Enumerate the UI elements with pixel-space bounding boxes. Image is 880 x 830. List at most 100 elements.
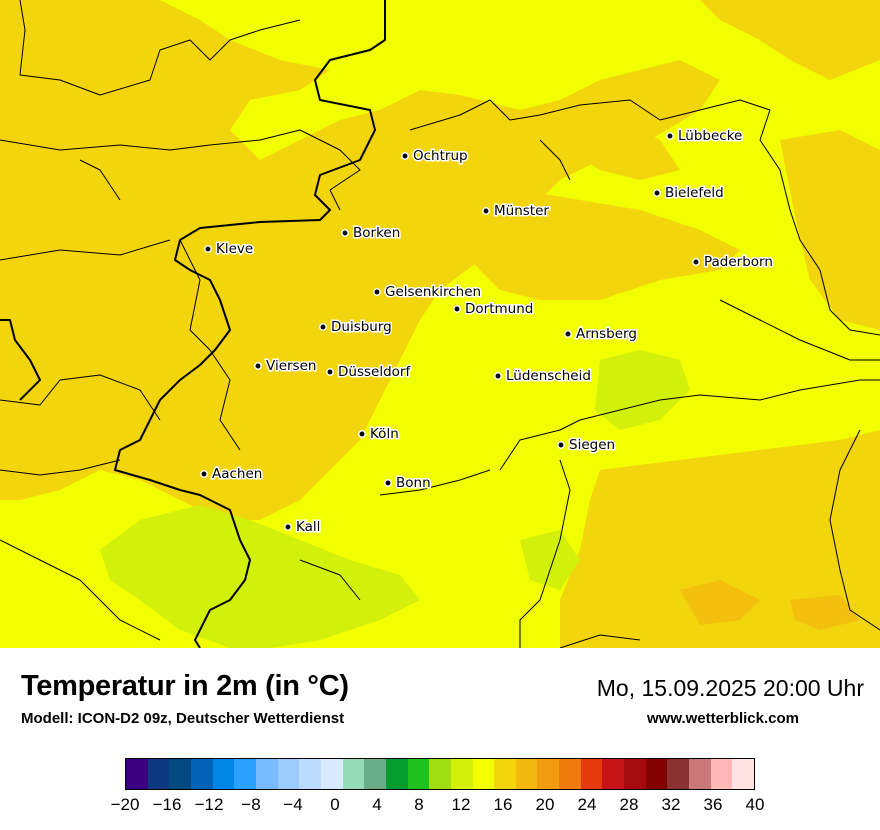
city-label: Dortmund: [465, 301, 533, 317]
temperature-colorbar: [125, 758, 755, 790]
colorbar-segment: [212, 759, 235, 789]
colorbar-segment: [494, 759, 516, 789]
city-marker: Gelsenkirchen: [373, 283, 483, 302]
colorbar-segment: [580, 759, 603, 789]
city-dot-icon: [358, 430, 366, 438]
colorbar-segment: [624, 759, 646, 789]
city-dot-icon: [692, 258, 700, 266]
colorbar-segment: [450, 759, 473, 789]
colorbar-segment: [710, 759, 733, 789]
city-label: Ochtrup: [413, 148, 468, 164]
colorbar-tick-label: −16: [152, 795, 182, 814]
website-link[interactable]: www.wetterblick.com: [647, 710, 799, 727]
city-label: Münster: [494, 203, 549, 219]
city-marker: Kall: [284, 518, 322, 537]
colorbar-tick-label: 12: [451, 795, 471, 814]
city-marker: Kleve: [204, 240, 255, 259]
colorbar-tick-label: 28: [619, 795, 639, 814]
model-source: Modell: ICON-D2 09z, Deutscher Wetterdie…: [21, 710, 345, 727]
colorbar-segment: [364, 759, 386, 789]
city-marker: Duisburg: [319, 318, 393, 337]
colorbar-segment: [407, 759, 430, 789]
city-dot-icon: [482, 207, 490, 215]
city-dot-icon: [557, 441, 565, 449]
city-label: Arnsberg: [576, 326, 637, 342]
city-marker: Dortmund: [453, 300, 535, 319]
city-dot-icon: [494, 372, 502, 380]
colorbar-segment: [320, 759, 343, 789]
city-marker: Aachen: [200, 465, 264, 484]
colorbar-tick-label: 0: [330, 795, 340, 814]
city-dot-icon: [666, 132, 674, 140]
colorbar-segment: [667, 759, 690, 789]
colorbar-segment: [147, 759, 170, 789]
city-marker: Lübbecke: [666, 127, 744, 146]
colorbar-tick-label: 24: [577, 795, 597, 814]
colorbar-segment: [169, 759, 191, 789]
colorbar-segment: [190, 759, 213, 789]
city-marker: Viersen: [254, 357, 318, 376]
national-border: [0, 0, 386, 648]
city-label: Borken: [353, 225, 400, 241]
colorbar-tick-label: −20: [110, 795, 140, 814]
city-marker: Bielefeld: [653, 184, 725, 203]
city-dot-icon: [401, 152, 409, 160]
colorbar-ticks: −20 −16 −12 −8 −4 0 4 8 12 16 20 24 28 32 36 40: [111, 795, 765, 819]
city-label: Siegen: [569, 437, 615, 453]
admin-borders: [0, 0, 880, 648]
city-label: Bielefeld: [665, 185, 724, 201]
forecast-datetime: Mo, 15.09.2025 20:00 Uhr: [596, 675, 864, 701]
city-dot-icon: [319, 323, 327, 331]
city-label: Kleve: [216, 241, 253, 257]
colorbar-segment: [689, 759, 711, 789]
colorbar-segment: [645, 759, 668, 789]
colorbar-tick-label: 8: [414, 795, 424, 814]
city-label: Aachen: [212, 466, 262, 482]
colorbar-tick-label: 40: [745, 795, 765, 814]
colorbar-tick-label: −4: [283, 795, 303, 814]
city-dot-icon: [384, 479, 392, 487]
city-label: Viersen: [266, 358, 316, 374]
city-label: Düsseldorf: [338, 364, 411, 380]
colorbar-tick-label: −8: [241, 795, 261, 814]
city-dot-icon: [200, 470, 208, 478]
colorbar-segment: [234, 759, 256, 789]
colorbar-tick-label: 4: [372, 795, 382, 814]
colorbar-segment: [559, 759, 581, 789]
city-dot-icon: [373, 288, 381, 296]
city-dot-icon: [564, 330, 572, 338]
city-dot-icon: [284, 523, 292, 531]
city-label: Kall: [296, 519, 320, 535]
city-labels-layer: Lübbecke Ochtrup Bielefeld Münster Borken Kle…: [200, 127, 774, 537]
colorbar-segment: [732, 759, 755, 789]
city-label: Gelsenkirchen: [385, 284, 481, 300]
city-marker: Bonn: [384, 474, 432, 493]
colorbar-tick-label: 20: [535, 795, 555, 814]
city-dot-icon: [326, 368, 334, 376]
temperature-map: [0, 0, 880, 648]
colorbar-segment: [429, 759, 451, 789]
colorbar-segment: [126, 759, 148, 789]
colorbar-segment: [515, 759, 538, 789]
city-marker: Ochtrup: [401, 147, 469, 166]
city-dot-icon: [254, 362, 262, 370]
city-dot-icon: [204, 245, 212, 253]
warm-patches: [680, 580, 860, 630]
city-dot-icon: [653, 189, 661, 197]
colorbar-segment: [342, 759, 365, 789]
colorbar-tick-label: 32: [661, 795, 681, 814]
city-dot-icon: [341, 229, 349, 237]
city-label: Bonn: [396, 475, 431, 491]
page-title: Temperatur in 2m (in °C): [21, 670, 349, 702]
colorbar-tick-label: 36: [703, 795, 723, 814]
colorbar-segment: [602, 759, 625, 789]
city-marker: Paderborn: [692, 253, 774, 272]
city-marker: Borken: [341, 224, 402, 243]
city-label: Duisburg: [331, 319, 392, 335]
colorbar-segment: [277, 759, 300, 789]
colorbar-segment: [472, 759, 495, 789]
city-marker: Arnsberg: [564, 325, 638, 344]
city-dot-icon: [453, 305, 461, 313]
colorbar-tick-label: −12: [194, 795, 224, 814]
city-marker: Lüdenscheid: [494, 367, 592, 386]
